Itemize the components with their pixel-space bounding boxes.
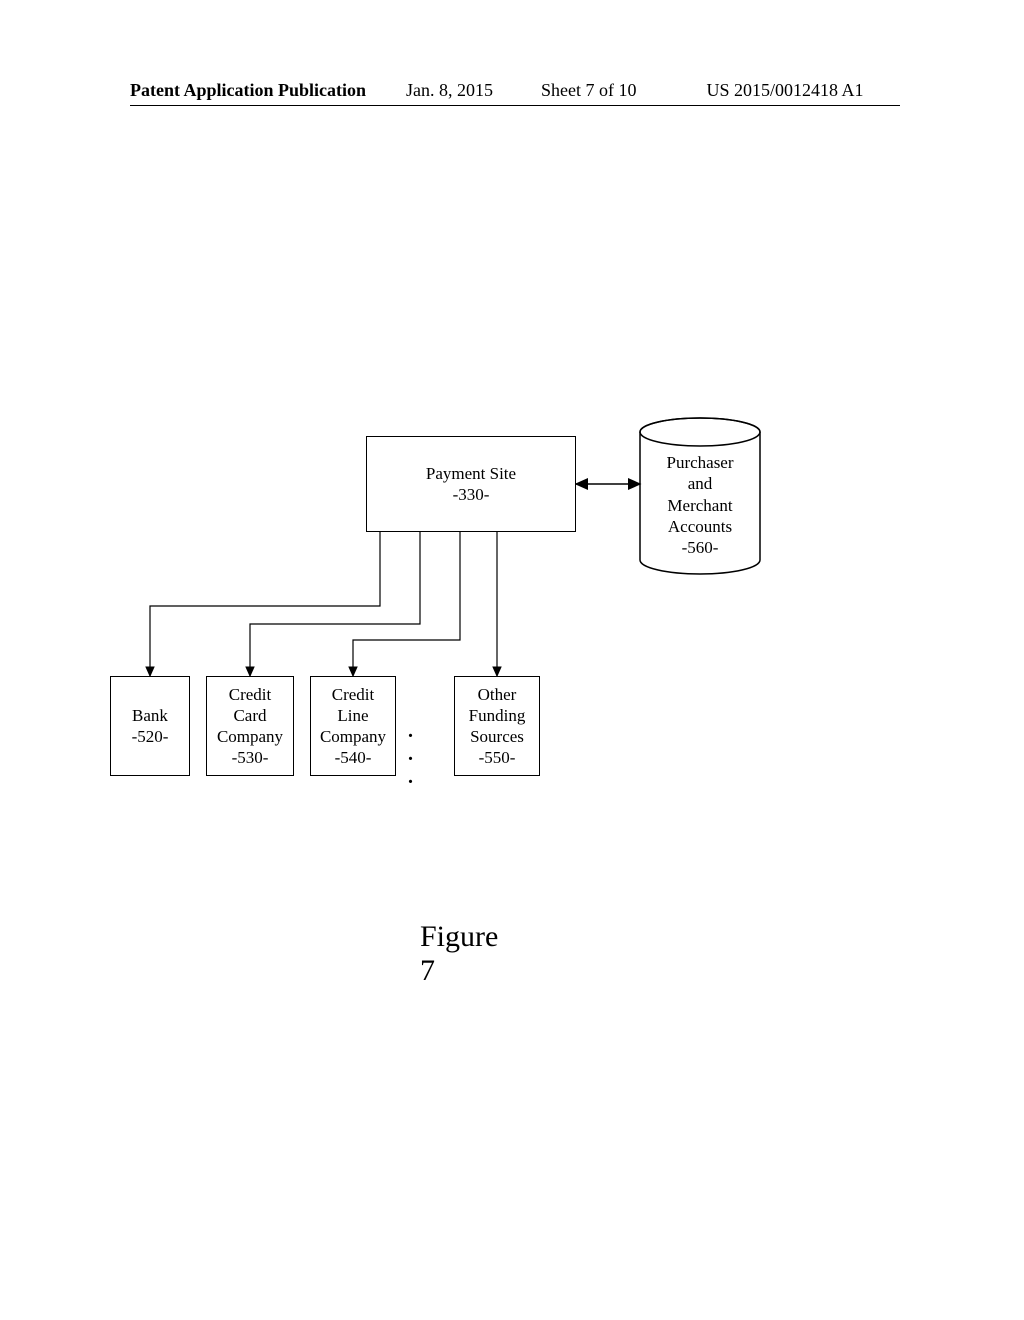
figure-caption: Figure 7 xyxy=(420,920,498,988)
node-ref: -520- xyxy=(132,726,169,747)
node-label: Bank xyxy=(132,705,168,726)
sheet-number: Sheet 7 of 10 xyxy=(541,80,636,101)
node-credit-card: Credit Card Company -530- xyxy=(206,676,294,776)
page-header: Patent Application Publication Jan. 8, 2… xyxy=(0,80,1024,106)
publication-number: US 2015/0012418 A1 xyxy=(707,80,864,101)
node-ref: -550- xyxy=(479,747,516,768)
label-line: Sources xyxy=(470,726,524,747)
edge-payment-creditcard xyxy=(250,532,420,676)
publication-date: Jan. 8, 2015 xyxy=(406,80,493,101)
label-line: Company xyxy=(320,726,386,747)
node-payment-site: Payment Site -330- xyxy=(366,436,576,532)
node-bank: Bank -520- xyxy=(110,676,190,776)
label-line: Line xyxy=(337,705,368,726)
label-line: Purchaser xyxy=(640,452,760,473)
label-line: Company xyxy=(217,726,283,747)
label-line: -560- xyxy=(640,537,760,558)
header-rule xyxy=(130,105,900,106)
diagram-connectors xyxy=(0,0,1024,1320)
node-ref: -330- xyxy=(453,484,490,505)
label-line: Credit xyxy=(332,684,375,705)
label-line: Credit xyxy=(229,684,272,705)
node-credit-line: Credit Line Company -540- xyxy=(310,676,396,776)
label-line: Other xyxy=(478,684,517,705)
label-line: Accounts xyxy=(640,516,760,537)
edge-payment-creditline xyxy=(353,532,460,676)
label-line: and xyxy=(640,473,760,494)
label-line: Card xyxy=(233,705,266,726)
ellipsis: . . . xyxy=(408,720,416,789)
node-accounts-label: Purchaser and Merchant Accounts -560- xyxy=(640,452,760,558)
node-label: Payment Site xyxy=(426,463,516,484)
node-other-funding: Other Funding Sources -550- xyxy=(454,676,540,776)
label-line: Merchant xyxy=(640,495,760,516)
node-ref: -530- xyxy=(232,747,269,768)
node-ref: -540- xyxy=(335,747,372,768)
publication-label: Patent Application Publication xyxy=(130,80,366,101)
label-line: Funding xyxy=(469,705,526,726)
edge-payment-bank xyxy=(150,532,380,676)
